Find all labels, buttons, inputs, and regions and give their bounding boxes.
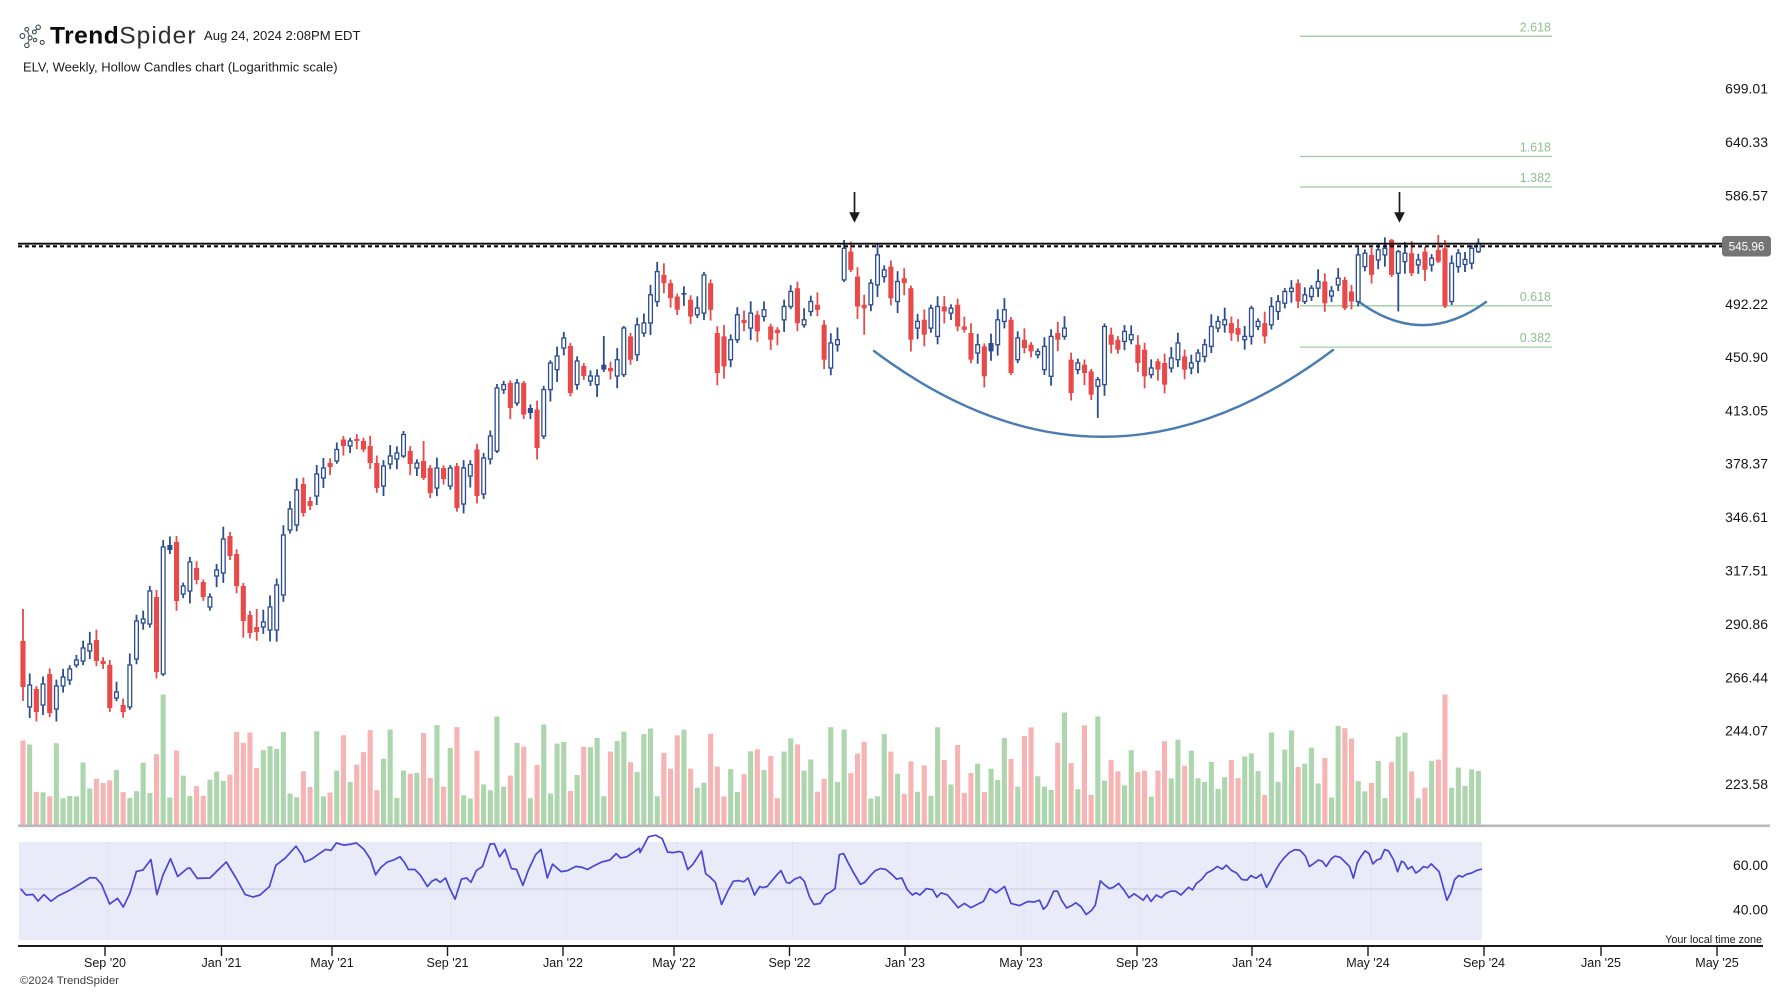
svg-text:586.57: 586.57	[1725, 188, 1768, 204]
svg-text:Aug 24, 2024 2:08PM EDT: Aug 24, 2024 2:08PM EDT	[204, 28, 361, 43]
svg-text:0.618: 0.618	[1520, 290, 1551, 304]
svg-text:60.00: 60.00	[1733, 857, 1768, 873]
svg-text:Jan '23: Jan '23	[885, 956, 925, 970]
svg-text:290.86: 290.86	[1725, 616, 1768, 632]
svg-text:©2024 TrendSpider: ©2024 TrendSpider	[20, 975, 119, 987]
svg-text:492.22: 492.22	[1725, 296, 1768, 312]
svg-text:450.90: 450.90	[1725, 349, 1768, 365]
svg-text:May '25: May '25	[1695, 956, 1738, 970]
svg-text:Jan '21: Jan '21	[202, 956, 242, 970]
svg-text:May '21: May '21	[310, 956, 353, 970]
svg-text:Sep '20: Sep '20	[84, 956, 126, 970]
svg-text:Your local time zone: Your local time zone	[1665, 934, 1762, 946]
svg-text:0.382: 0.382	[1520, 331, 1551, 345]
svg-text:1.382: 1.382	[1520, 171, 1551, 185]
svg-text:266.44: 266.44	[1725, 670, 1768, 686]
svg-text:May '24: May '24	[1346, 956, 1389, 970]
svg-text:1.618: 1.618	[1520, 141, 1551, 155]
svg-text:Sep '21: Sep '21	[426, 956, 468, 970]
svg-text:May '22: May '22	[652, 956, 695, 970]
svg-text:Jan '24: Jan '24	[1232, 956, 1272, 970]
svg-text:2.618: 2.618	[1520, 20, 1551, 34]
svg-text:TrendSpider: TrendSpider	[50, 23, 197, 50]
svg-text:Sep '24: Sep '24	[1463, 956, 1505, 970]
svg-text:Sep '22: Sep '22	[768, 956, 810, 970]
svg-text:223.58: 223.58	[1725, 776, 1768, 792]
svg-text:699.01: 699.01	[1725, 81, 1768, 97]
svg-text:378.37: 378.37	[1725, 456, 1768, 472]
svg-text:Jan '22: Jan '22	[543, 956, 583, 970]
svg-text:244.07: 244.07	[1725, 723, 1768, 739]
svg-text:Sep '23: Sep '23	[1116, 956, 1158, 970]
svg-text:40.00: 40.00	[1733, 902, 1768, 918]
svg-text:545.96: 545.96	[1729, 241, 1765, 254]
svg-text:346.61: 346.61	[1725, 509, 1768, 525]
svg-text:317.51: 317.51	[1725, 563, 1768, 579]
svg-text:413.05: 413.05	[1725, 403, 1768, 419]
svg-text:May '23: May '23	[999, 956, 1042, 970]
svg-text:640.33: 640.33	[1725, 134, 1768, 150]
svg-text:ELV, Weekly, Hollow Candles ch: ELV, Weekly, Hollow Candles chart (Logar…	[23, 60, 338, 75]
svg-text:Jan '25: Jan '25	[1581, 956, 1621, 970]
